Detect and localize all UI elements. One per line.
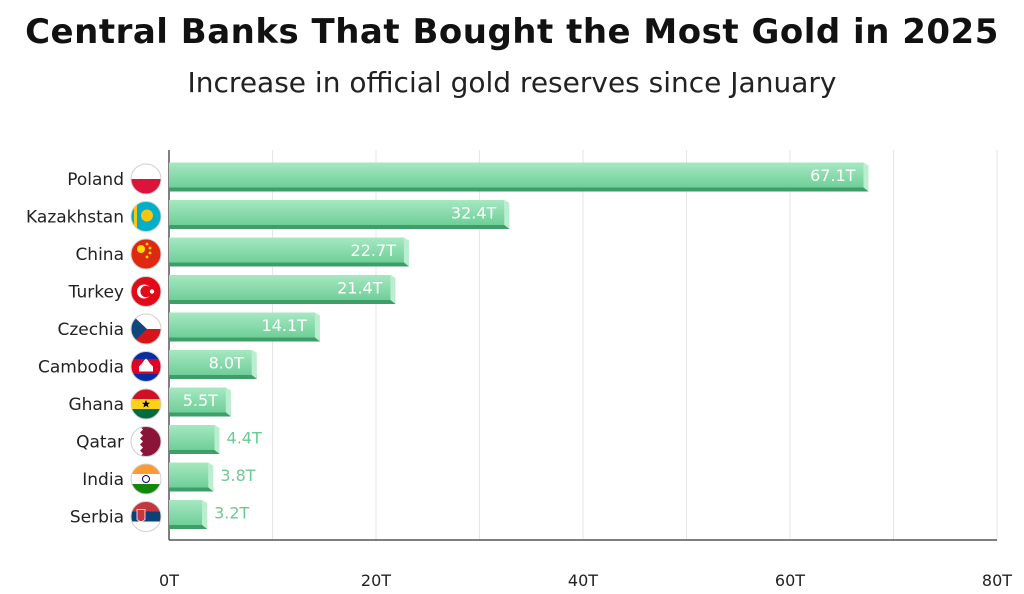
bar-row: 14.1T Czechia [57,312,320,345]
category-label: Turkey [68,283,124,303]
bar-shadow [169,262,409,267]
bar-value-label: 4.4T [227,429,262,448]
bar-row: 4.4T Qatar [76,425,262,457]
bar-shadow [169,412,231,417]
bar [169,200,505,225]
flag-poland-icon [130,163,162,195]
flag-cambodia-icon [130,351,162,382]
x-tick-label: 0T [159,571,179,590]
bar-row: 22.7T China [75,237,409,270]
bar [169,500,203,525]
flag-czechia-icon [130,313,162,345]
bar-side [403,237,409,267]
flag-kazakhstan-icon [130,201,162,232]
bar-row: 3.2T Serbia [70,500,250,532]
category-label: Serbia [70,508,124,528]
flag-ghana-icon [130,388,162,420]
bar-shadow [169,187,869,192]
bar-row: 3.8T India [82,462,256,495]
category-label: Czechia [57,320,124,340]
bar-side [504,200,510,229]
bar-side [202,500,208,529]
flag-china-icon [130,238,162,270]
bar [169,350,252,375]
bar-shadow [169,337,320,342]
category-label: Cambodia [38,358,124,378]
flag-qatar-icon [130,426,162,457]
flag-turkey-icon [130,276,162,307]
bar [169,462,209,488]
category-label: India [82,470,124,490]
x-tick-label: 80T [982,571,1012,590]
bar-side [225,387,231,417]
bar [169,387,226,413]
bar-side [208,462,214,492]
category-label: Poland [67,170,124,190]
bar-shadow [169,487,214,492]
x-tick-label: 40T [568,571,598,590]
x-tick-label: 60T [775,571,805,590]
bar-value-label: 3.2T [214,504,249,523]
bar-value-label: 22.7T [351,241,397,260]
bars: 67.1T Poland 32.4T Kazakhstan 22.7T China 21.4… [26,162,869,532]
bar-row: 32.4T Kazakhstan [26,200,510,232]
bar [169,237,404,263]
bar [169,312,315,338]
bar-side [390,275,396,304]
category-label: Ghana [68,395,124,415]
category-label: Qatar [76,433,124,453]
gridlines [168,150,998,540]
bar-value-label: 5.5T [183,391,218,410]
category-label: Kazakhstan [26,208,124,228]
bar-value-label: 3.8T [220,466,255,485]
chart-title: Central Banks That Bought the Most Gold … [25,12,999,52]
bar-value-label: 8.0T [209,354,244,373]
bar-value-label: 67.1T [810,166,856,185]
bar [169,425,215,450]
flag-india-icon [130,463,162,495]
bar-row: 67.1T Poland [67,162,869,195]
bar-row: 21.4T Turkey [68,275,396,307]
bar [169,162,864,188]
bar-side [214,425,220,454]
bar-value-label: 21.4T [337,279,383,298]
category-label: China [75,245,124,265]
bar-row: 8.0T Cambodia [38,350,257,382]
bar-shadow [169,225,510,229]
bar-side [314,312,320,342]
bar [169,275,391,300]
bar-value-label: 32.4T [451,204,497,223]
bar-shadow [169,300,396,304]
bar-shadow [169,525,208,529]
bar-shadow [169,375,257,379]
bar-value-label: 14.1T [262,316,308,335]
x-tick-label: 20T [361,571,391,590]
bar-row: 5.5T Ghana [68,387,231,420]
bar-side [863,162,869,192]
bar-shadow [169,450,220,454]
chart-subtitle: Increase in official gold reserves since… [187,66,837,99]
flag-serbia-icon [130,501,162,532]
bar-side [251,350,257,379]
